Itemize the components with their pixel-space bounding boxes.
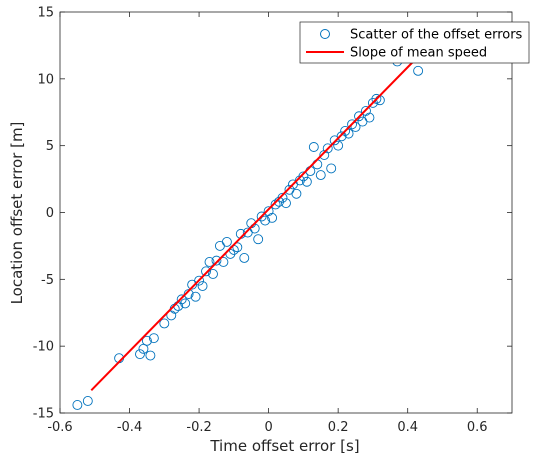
- scatter-point: [301, 176, 312, 187]
- x-tick-label: 0.2: [328, 420, 349, 435]
- x-axis-label: Time offset error [s]: [209, 437, 359, 455]
- scatter-point: [239, 252, 250, 263]
- scatter-point: [197, 281, 208, 291]
- scatter-point: [145, 350, 156, 361]
- y-axis-label: Location offset error [m]: [8, 122, 26, 305]
- x-tick-label: -0.4: [117, 420, 142, 435]
- scatter-point: [260, 215, 271, 226]
- scatter-point: [336, 131, 347, 142]
- scatter-point: [211, 255, 222, 266]
- scatter-point: [166, 310, 177, 321]
- scatter-point: [340, 126, 351, 136]
- scatter-point: [333, 140, 344, 151]
- scatter-point: [201, 266, 211, 277]
- scatter-point: [343, 128, 354, 139]
- scatter-point: [253, 234, 264, 245]
- y-axis-ticks: -15 -10 -5 0 5 10 15: [33, 6, 512, 422]
- scatter-point: [159, 318, 170, 329]
- scatter-point: [204, 257, 215, 267]
- x-tick-label: -0.6: [47, 420, 72, 435]
- x-tick-label: 0.4: [397, 420, 418, 435]
- x-tick-label: -0.2: [186, 420, 211, 435]
- scatter-point: [263, 206, 274, 217]
- x-tick-label: 0.6: [467, 420, 488, 435]
- legend-label-scatter: Scatter of the offset errors: [350, 28, 523, 43]
- y-tick-label: 15: [37, 6, 54, 21]
- scatter-point: [218, 257, 229, 267]
- mean-speed-line: [90, 59, 416, 391]
- legend-marker-scatter: [320, 29, 330, 39]
- y-tick-label: -5: [41, 273, 54, 288]
- scatter-point: [270, 199, 281, 210]
- scatter-point: [267, 212, 278, 223]
- scatter-point: [315, 170, 326, 181]
- scatter-point: [364, 112, 375, 123]
- scatter-point: [291, 188, 302, 199]
- scatter-point: [221, 236, 232, 247]
- legend-label-line: Slope of mean speed: [350, 46, 487, 61]
- legend-box: [299, 21, 530, 64]
- scatter-point: [322, 143, 333, 154]
- x-tick-label: 0: [264, 420, 272, 435]
- scatter-point: [354, 111, 364, 122]
- scatter-point: [148, 333, 159, 344]
- scatter-point: [208, 269, 218, 279]
- scatter-point: [141, 335, 152, 346]
- scatter-point: [232, 242, 243, 253]
- scatter-point: [319, 150, 330, 160]
- x-axis-ticks: -0.6 -0.4 -0.2 0 0.2 0.4 0.6: [47, 12, 488, 435]
- scatter-point: [194, 275, 205, 286]
- plot-area: [72, 56, 424, 410]
- y-tick-label: -10: [33, 340, 54, 355]
- scatter-point: [361, 105, 371, 116]
- scatter-point: [135, 349, 145, 360]
- scatter-point: [190, 291, 201, 302]
- scatter-point: [180, 298, 191, 309]
- scatter-point: [72, 400, 83, 410]
- scatter-point: [350, 122, 361, 132]
- legend: Scatter of the offset errors Slope of me…: [299, 21, 530, 64]
- scatter-point: [298, 171, 309, 182]
- scatter-point: [326, 163, 337, 174]
- scatter-point: [82, 396, 93, 406]
- scatter-point: [281, 198, 291, 209]
- y-tick-label: 10: [37, 72, 54, 87]
- y-tick-label: 5: [46, 139, 54, 154]
- scatter-point: [413, 65, 424, 76]
- scatter-point: [277, 192, 288, 203]
- y-tick-label: -15: [33, 407, 54, 422]
- scatter-point: [308, 142, 319, 152]
- y-tick-label: 0: [46, 206, 54, 221]
- scatter-point: [347, 119, 358, 130]
